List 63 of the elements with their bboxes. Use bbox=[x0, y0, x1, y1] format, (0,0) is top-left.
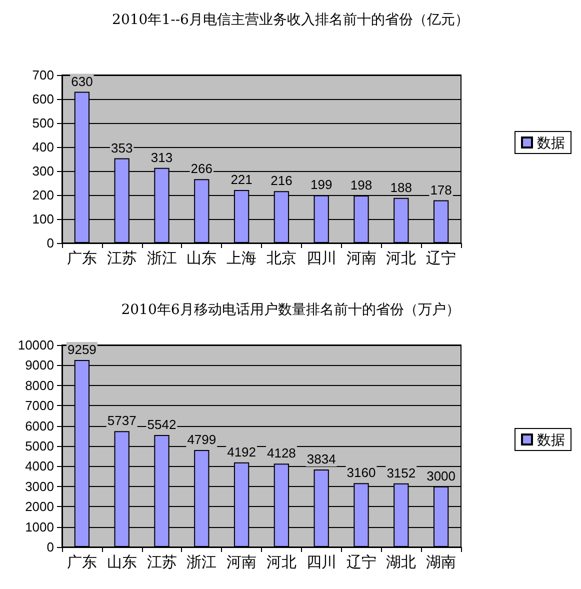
legend-label: 数据 bbox=[537, 432, 565, 448]
y-tick-label: 9000 bbox=[25, 358, 54, 373]
data-label: 313 bbox=[150, 150, 173, 165]
data-label: 188 bbox=[390, 180, 412, 195]
y-tick-label: 6000 bbox=[25, 418, 54, 434]
x-tick-label: 辽宁 bbox=[346, 554, 376, 571]
y-tick-label: 200 bbox=[32, 188, 54, 202]
data-label: 9259 bbox=[67, 342, 96, 357]
legend-label: 数据 bbox=[537, 134, 565, 150]
x-tick-label: 浙江 bbox=[146, 250, 177, 267]
y-tick-label: 5000 bbox=[25, 438, 54, 454]
x-tick-label: 湖南 bbox=[426, 554, 456, 571]
y-tick-label: 10000 bbox=[18, 338, 54, 352]
x-tick-label: 广东 bbox=[66, 554, 97, 571]
x-tick-label: 辽宁 bbox=[426, 250, 456, 267]
data-label: 4192 bbox=[227, 444, 256, 460]
data-label: 221 bbox=[230, 172, 252, 187]
data-label: 4799 bbox=[187, 432, 216, 448]
y-tick-label: 0 bbox=[46, 540, 54, 554]
x-tick-label: 湖北 bbox=[386, 554, 416, 571]
x-tick-label: 上海 bbox=[226, 250, 257, 267]
data-label: 5542 bbox=[147, 417, 176, 432]
data-label: 3160 bbox=[346, 465, 376, 480]
chart-title: 2010年6月移动电话用户数量排名前十的省份（万户） bbox=[121, 302, 460, 318]
data-label: 5737 bbox=[107, 413, 136, 428]
y-tick-label: 300 bbox=[32, 164, 54, 178]
x-tick-label: 四川 bbox=[306, 554, 336, 571]
y-tick-label: 600 bbox=[32, 92, 54, 106]
x-tick-label: 河北 bbox=[266, 554, 296, 571]
y-tick-label: 0 bbox=[46, 236, 54, 250]
x-tick-label: 山东 bbox=[186, 250, 217, 267]
x-tick-label: 广东 bbox=[66, 250, 97, 267]
y-tick-label: 700 bbox=[32, 68, 54, 82]
y-tick-label: 7000 bbox=[25, 398, 54, 414]
x-tick-label: 北京 bbox=[266, 250, 296, 267]
x-tick-label: 山东 bbox=[106, 554, 137, 571]
data-label: 199 bbox=[310, 177, 332, 192]
data-label: 198 bbox=[350, 177, 372, 192]
x-tick-label: 河南 bbox=[226, 554, 257, 571]
x-tick-label: 四川 bbox=[306, 250, 336, 267]
data-label: 3834 bbox=[306, 452, 336, 467]
x-tick-label: 河北 bbox=[386, 250, 416, 267]
data-label: 3152 bbox=[386, 465, 416, 480]
data-label: 266 bbox=[190, 161, 212, 176]
y-tick-label: 1000 bbox=[25, 519, 54, 534]
x-tick-label: 江苏 bbox=[146, 554, 177, 571]
y-tick-label: 8000 bbox=[25, 378, 54, 393]
data-label: 353 bbox=[111, 140, 133, 156]
data-label: 3000 bbox=[426, 468, 456, 484]
x-tick-label: 江苏 bbox=[106, 250, 137, 267]
y-tick-label: 4000 bbox=[25, 458, 54, 474]
data-label: 630 bbox=[71, 74, 93, 89]
data-label: 216 bbox=[270, 173, 292, 188]
y-tick-label: 2000 bbox=[25, 499, 54, 514]
x-tick-label: 浙江 bbox=[186, 554, 217, 571]
y-tick-label: 3000 bbox=[25, 478, 54, 494]
chart-title: 2010年1--6月电信主营业务收入排名前十的省份（亿元） bbox=[112, 12, 469, 28]
y-tick-label: 400 bbox=[32, 140, 54, 154]
data-label: 178 bbox=[430, 182, 452, 198]
data-label: 4128 bbox=[266, 446, 296, 461]
y-tick-label: 100 bbox=[32, 212, 54, 226]
x-tick-label: 河南 bbox=[346, 250, 376, 267]
y-tick-label: 500 bbox=[32, 116, 54, 130]
